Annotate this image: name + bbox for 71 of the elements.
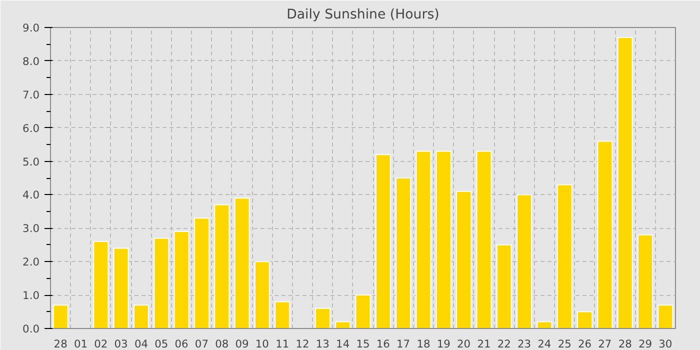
x-tick-label: 13 <box>316 338 330 350</box>
x-tick-label: 07 <box>194 338 208 350</box>
y-tick-label: 7.0 <box>22 88 40 102</box>
x-tick-label: 24 <box>538 338 552 350</box>
x-tick-label: 25 <box>558 338 572 350</box>
x-tick-label: 08 <box>215 338 229 350</box>
bar <box>416 150 432 328</box>
bar <box>638 234 654 328</box>
bar <box>154 238 170 328</box>
x-tick-label: 10 <box>255 338 270 350</box>
chart-title: Daily Sunshine (Hours) <box>286 8 440 22</box>
bar <box>52 304 68 328</box>
bar <box>658 304 674 328</box>
y-tick-label: 8.0 <box>22 54 40 68</box>
x-tick-label: 18 <box>416 338 430 350</box>
y-tick-label: 0.0 <box>22 322 40 336</box>
x-tick-label: 04 <box>134 338 148 350</box>
bar <box>476 150 492 328</box>
x-tick-label: 03 <box>114 338 128 350</box>
x-tick-label: 29 <box>638 338 652 350</box>
bar <box>314 308 330 328</box>
bar <box>214 204 230 328</box>
x-tick-label: 11 <box>276 338 290 350</box>
x-tick-label: 23 <box>518 338 532 350</box>
bar <box>556 184 572 328</box>
x-tick-label: 15 <box>356 338 370 350</box>
x-tick-label: 16 <box>376 338 390 350</box>
y-tick-label: 4.0 <box>22 188 40 202</box>
bar <box>355 294 371 328</box>
x-tick-label: 12 <box>296 338 310 350</box>
bar <box>396 178 412 328</box>
x-tick-label: 02 <box>94 338 108 350</box>
bar <box>234 198 250 328</box>
bar <box>194 218 210 328</box>
bar <box>113 248 129 328</box>
bar <box>375 154 391 328</box>
y-tick-label: 6.0 <box>22 122 40 135</box>
x-tick-label: 22 <box>497 338 511 350</box>
bar <box>577 311 593 328</box>
y-tick-label: 9.0 <box>22 22 40 34</box>
y-tick-label: 1.0 <box>22 289 40 302</box>
x-tick-label: 30 <box>658 338 672 350</box>
bar <box>516 194 532 328</box>
bar <box>496 244 512 328</box>
x-tick-label: 09 <box>235 338 250 350</box>
bar <box>456 190 472 328</box>
bar <box>254 261 270 328</box>
x-tick-label: 21 <box>477 338 491 350</box>
x-tick-label: 14 <box>336 338 350 350</box>
bar <box>274 301 290 328</box>
y-tick-label: 3.0 <box>22 222 40 236</box>
bar <box>133 304 149 328</box>
bar <box>174 231 190 328</box>
bar <box>536 321 552 328</box>
y-tick-label: 2.0 <box>22 256 40 269</box>
x-tick-label: 28 <box>54 338 68 350</box>
bar <box>93 241 109 328</box>
x-tick-label: 05 <box>154 338 168 350</box>
bar <box>597 140 613 328</box>
y-tick-label: 5.0 <box>22 155 40 168</box>
x-tick-label: 06 <box>174 338 189 350</box>
x-tick-label: 17 <box>396 338 410 350</box>
x-tick-label: 01 <box>74 338 88 350</box>
x-tick-label: 28 <box>618 338 632 350</box>
bar <box>335 321 351 328</box>
x-tick-label: 19 <box>436 338 451 350</box>
x-tick-label: 26 <box>578 338 592 350</box>
x-tick-label: 20 <box>457 338 471 350</box>
bar <box>436 150 452 328</box>
x-tick-label: 27 <box>598 338 612 350</box>
bar <box>617 37 633 328</box>
